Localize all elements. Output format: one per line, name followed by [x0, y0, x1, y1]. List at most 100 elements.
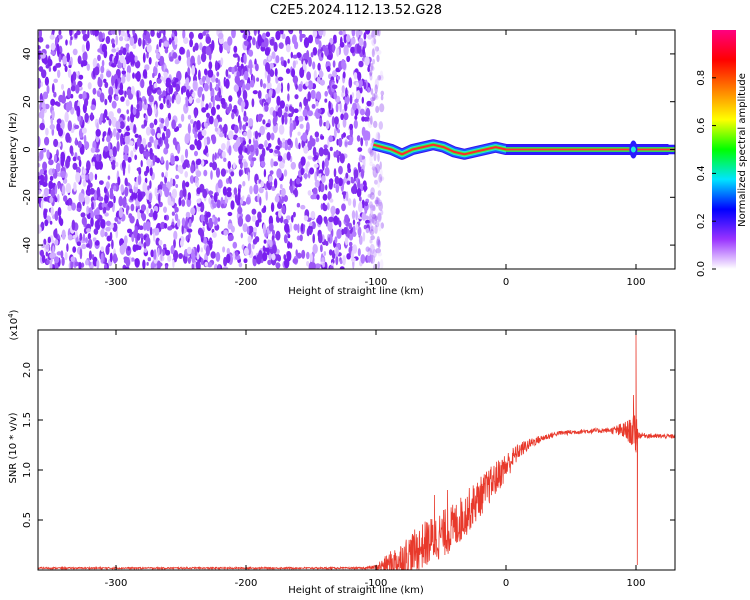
heatmap-speckle [104, 81, 109, 89]
heatmap-speckle [173, 230, 178, 240]
heatmap-speckle [108, 111, 114, 120]
heatmap-speckle [142, 69, 148, 79]
heatmap-speckle [101, 43, 108, 53]
heatmap-speckle [124, 177, 128, 186]
heatmap-speckle [167, 254, 172, 262]
heatmap-speckle [272, 161, 279, 167]
heatmap-speckle [260, 160, 266, 168]
heatmap-speckle [180, 239, 184, 247]
heatmap-speckle [328, 178, 334, 183]
heatmap-speckle [58, 34, 63, 40]
heatmap-speckle [213, 118, 219, 128]
heatmap-speckle [295, 177, 301, 185]
heatmap-speckle [327, 191, 332, 201]
heatmap-speckle [38, 77, 42, 89]
heatmap-speckle [155, 157, 161, 164]
heatmap-speckle [117, 108, 122, 114]
heatmap-speckle [147, 141, 152, 148]
heatmap-speckle [303, 145, 309, 154]
heatmap-speckle [112, 128, 117, 138]
heatmap-speckle [213, 192, 218, 203]
heatmap-speckle [374, 84, 378, 94]
heatmap-speckle [190, 119, 194, 124]
heatmap-speckle [174, 30, 178, 38]
heatmap-speckle [324, 98, 328, 103]
heatmap-speckle [226, 247, 230, 255]
heatmap-speckle [235, 251, 239, 257]
heatmap-speckle [369, 73, 373, 81]
heatmap-speckle [167, 112, 172, 121]
x-tick-label: -100 [365, 578, 388, 589]
heatmap-speckle [307, 110, 313, 117]
heatmap-speckle [312, 47, 318, 56]
signal-blob [630, 146, 636, 153]
heatmap-speckle [351, 30, 356, 37]
heatmap-speckle [312, 146, 317, 157]
heatmap-speckle [163, 206, 167, 213]
heatmap-speckle [298, 106, 302, 112]
heatmap-speckle [212, 153, 215, 164]
heatmap-speckle [337, 129, 340, 134]
heatmap-speckle [307, 155, 313, 160]
heatmap-speckle [159, 103, 164, 110]
spectrogram-y-ticks: -40 -20 0 20 40 [22, 48, 675, 253]
heatmap-speckle [265, 62, 270, 72]
heatmap-speckle [125, 99, 130, 107]
heatmap-speckle [202, 188, 208, 199]
heatmap-speckle [212, 96, 215, 108]
heatmap-speckle [361, 199, 365, 209]
heatmap-speckle [324, 166, 330, 177]
heatmap-speckle [202, 31, 207, 36]
heatmap-speckle [287, 93, 290, 102]
heatmap-speckle [86, 63, 91, 71]
heatmap-speckle [212, 202, 217, 209]
heatmap-speckle [201, 93, 205, 102]
heatmap-speckle [157, 30, 160, 33]
heatmap-speckle [194, 138, 198, 146]
heatmap-speckle [61, 83, 64, 90]
heatmap-speckle [94, 214, 100, 220]
heatmap-speckle [376, 238, 381, 248]
heatmap-speckle [177, 165, 183, 173]
heatmap-speckle [243, 131, 248, 137]
heatmap-speckle [349, 134, 354, 144]
heatmap-speckle [50, 117, 54, 125]
heatmap-speckle [44, 136, 50, 146]
heatmap-speckle [48, 66, 52, 73]
heatmap-speckle [379, 70, 384, 79]
heatmap-speckle [376, 49, 382, 55]
heatmap-speckle [165, 116, 169, 128]
heatmap-speckle [140, 204, 147, 212]
heatmap-speckle [344, 141, 348, 147]
heatmap-speckle [349, 229, 353, 235]
heatmap-speckle [309, 167, 315, 175]
heatmap-speckle [315, 263, 321, 269]
heatmap-speckle [50, 98, 56, 106]
heatmap-speckle [71, 219, 76, 231]
heatmap-speckle [201, 107, 207, 113]
heatmap-speckle [270, 132, 275, 141]
heatmap-speckle [155, 227, 160, 236]
heatmap-speckle [40, 81, 44, 87]
heatmap-speckle [342, 191, 346, 200]
heatmap-speckle [354, 98, 359, 103]
heatmap-speckle [178, 197, 182, 207]
heatmap-speckle [223, 41, 229, 50]
heatmap-speckle [46, 84, 50, 94]
heatmap-speckle [70, 259, 74, 269]
heatmap-speckle [78, 93, 84, 100]
heatmap-speckle [226, 106, 231, 114]
y-tick-label: 2.0 [22, 362, 33, 378]
x-tick-label: -100 [365, 277, 388, 288]
heatmap-speckle [230, 200, 235, 210]
heatmap-speckle [327, 221, 333, 232]
heatmap-speckle [319, 183, 325, 193]
heatmap-speckle [56, 251, 62, 256]
heatmap-speckle [356, 135, 361, 142]
y-tick-label: 0.5 [22, 512, 33, 528]
colorbar-tick-label: 0.6 [696, 118, 707, 134]
heatmap-speckle [370, 97, 376, 102]
heatmap-speckle [90, 217, 94, 227]
heatmap-speckle [289, 242, 293, 249]
heatmap-speckle [65, 39, 68, 46]
